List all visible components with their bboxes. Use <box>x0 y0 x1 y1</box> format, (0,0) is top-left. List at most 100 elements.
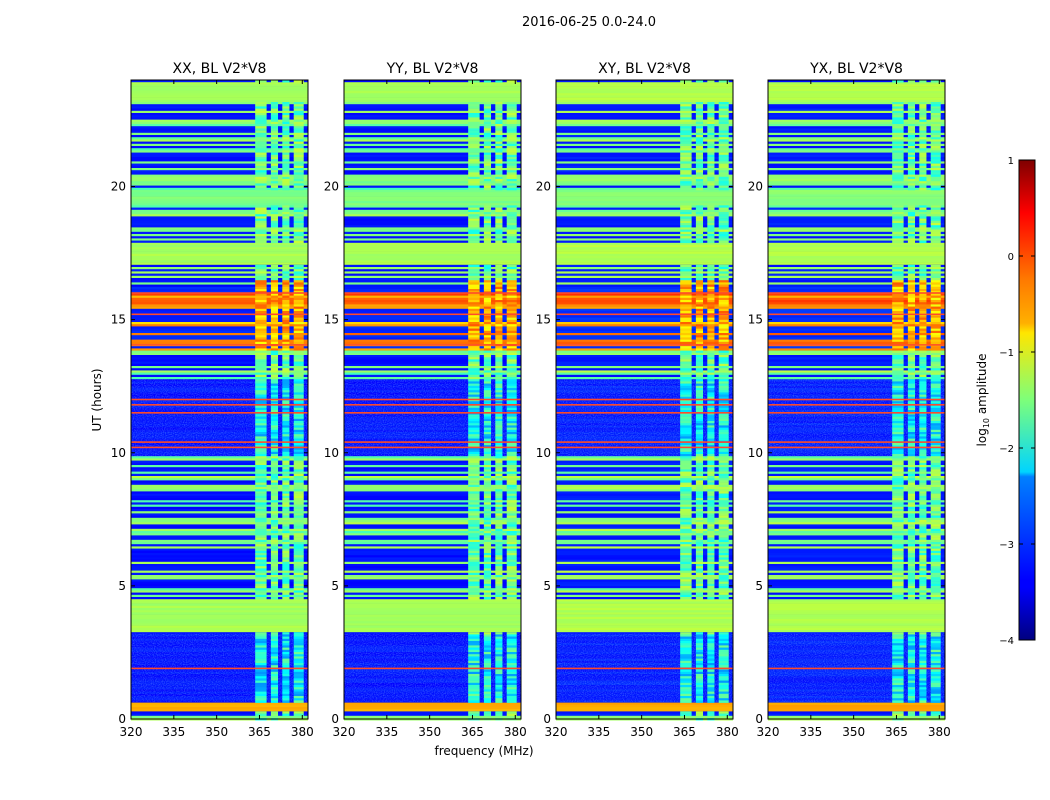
rfi-channel-cell <box>680 467 692 470</box>
rfi-channel-cell <box>718 385 729 389</box>
heatmap-row <box>344 302 521 305</box>
rfi-channel-cell <box>707 119 715 123</box>
rfi-channel-cell <box>919 225 927 228</box>
rfi-channel-cell <box>907 645 916 648</box>
rfi-channel-cell <box>892 696 904 699</box>
rfi-channel-cell <box>907 473 916 477</box>
heatmap-row <box>556 262 733 266</box>
heatmap-row <box>344 568 521 571</box>
rfi-channel-cell <box>495 293 503 296</box>
rfi-channel-cell <box>718 104 729 107</box>
rfi-channel-cell <box>255 517 267 521</box>
rfi-channel-cell <box>707 671 715 675</box>
rfi-channel-cell <box>907 141 916 145</box>
rfi-channel-cell <box>282 157 290 160</box>
rfi-channel-cell <box>718 665 729 668</box>
rfi-channel-cell <box>707 225 715 228</box>
rfi-channel-cell <box>695 115 704 118</box>
heatmap-row <box>768 704 945 708</box>
rfi-channel-cell <box>892 533 904 536</box>
rfi-channel-cell <box>495 418 503 422</box>
rfi-channel-cell <box>255 561 267 565</box>
rfi-channel-cell <box>919 502 927 505</box>
rfi-channel-cell <box>718 388 729 391</box>
rfi-channel-cell <box>718 396 729 400</box>
rfi-channel-cell <box>680 357 692 360</box>
heatmap-row <box>768 194 945 197</box>
rfi-channel-cell <box>718 663 729 666</box>
heatmap-row <box>556 271 733 274</box>
rfi-channel-cell <box>506 553 517 556</box>
rfi-channel-cell <box>270 652 279 655</box>
rfi-channel-cell <box>468 711 480 714</box>
rfi-channel-cell <box>468 229 480 233</box>
heatmap-row <box>556 370 733 373</box>
rfi-channel-cell <box>255 418 267 422</box>
rfi-channel-cell <box>680 577 692 580</box>
heatmap-row <box>556 135 733 138</box>
rfi-channel-cell <box>468 553 480 556</box>
rfi-channel-cell <box>293 207 304 211</box>
rfi-channel-cell <box>718 328 729 332</box>
rfi-channel-cell <box>718 511 729 514</box>
rfi-channel-cell <box>270 135 279 138</box>
rfi-channel-cell <box>495 454 503 457</box>
rfi-channel-cell <box>495 526 503 530</box>
rfi-channel-cell <box>495 311 503 314</box>
heatmap-row <box>768 337 945 340</box>
rfi-channel-cell <box>293 205 304 208</box>
rfi-channel-cell <box>707 711 715 714</box>
rfi-channel-cell <box>468 447 480 450</box>
rfi-channel-cell <box>293 341 304 345</box>
rfi-channel-cell <box>892 275 904 279</box>
heatmap-row <box>344 137 521 140</box>
rfi-channel-cell <box>282 143 290 147</box>
rfi-channel-cell <box>718 157 729 160</box>
rfi-channel-cell <box>707 526 715 530</box>
heatmap-row <box>768 209 945 213</box>
rfi-channel-cell <box>483 366 492 369</box>
rfi-channel-cell <box>483 209 492 213</box>
rfi-channel-cell <box>468 427 480 431</box>
heatmap-row <box>556 80 733 83</box>
rfi-channel-cell <box>506 152 517 156</box>
rfi-channel-cell <box>506 425 517 428</box>
rfi-channel-cell <box>293 489 304 492</box>
rfi-channel-cell <box>695 669 704 673</box>
rfi-channel-cell <box>892 434 904 437</box>
rfi-channel-cell <box>483 154 492 158</box>
heatmap-row <box>556 621 733 624</box>
rfi-channel-cell <box>718 119 729 123</box>
rfi-channel-cell <box>282 445 290 448</box>
rfi-channel-cell <box>680 645 692 648</box>
heatmap-row <box>556 148 733 151</box>
heatmap-row <box>768 575 945 578</box>
rfi-channel-cell <box>707 550 715 554</box>
heatmap-row <box>556 181 733 184</box>
heatmap-row <box>768 205 945 208</box>
y-tick-label: 15 <box>324 313 339 327</box>
rfi-channel-cell <box>907 366 916 369</box>
rfi-channel-cell <box>483 108 492 112</box>
rfi-channel-cell <box>695 132 704 136</box>
rfi-channel-cell <box>680 280 692 283</box>
heatmap-row <box>131 491 308 494</box>
rfi-channel-cell <box>282 154 290 158</box>
rfi-channel-cell <box>695 161 704 164</box>
rfi-channel-cell <box>892 414 904 417</box>
heatmap-row <box>556 456 733 459</box>
rfi-channel-cell <box>293 407 304 411</box>
rfi-channel-cell <box>892 319 904 323</box>
rfi-channel-cell <box>255 181 267 184</box>
rfi-channel-cell <box>907 467 916 470</box>
rfi-channel-cell <box>506 181 517 184</box>
rfi-channel-cell <box>282 592 290 596</box>
heatmap-row <box>768 599 945 602</box>
rfi-channel-cell <box>293 660 304 664</box>
rfi-channel-cell <box>892 504 904 508</box>
rfi-channel-cell <box>718 115 729 118</box>
heatmap-row <box>556 293 733 296</box>
rfi-channel-cell <box>680 284 692 288</box>
rfi-channel-cell <box>907 445 916 448</box>
rfi-channel-cell <box>483 128 492 131</box>
